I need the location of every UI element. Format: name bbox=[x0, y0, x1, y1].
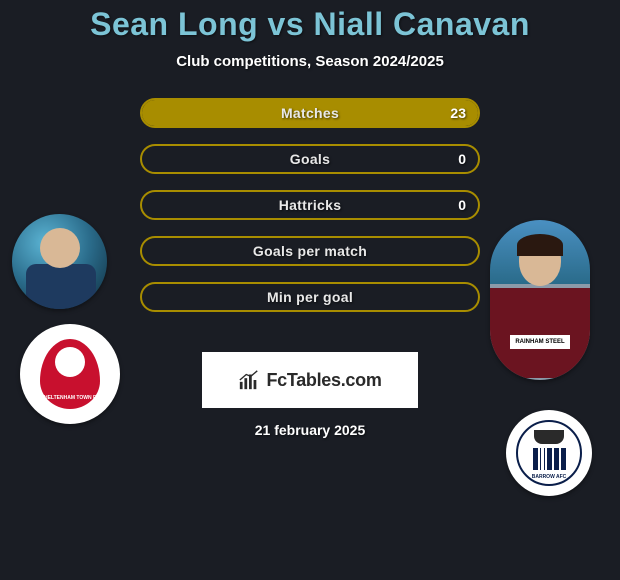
stat-bar: Matches23 bbox=[140, 98, 480, 128]
subtitle: Club competitions, Season 2024/2025 bbox=[0, 53, 620, 70]
player-right-avatar: RAINHAM STEEL bbox=[490, 220, 590, 380]
stat-bar: Goals per match bbox=[140, 236, 480, 266]
brand-text: FcTables.com bbox=[266, 370, 381, 391]
stat-bar-label: Goals per match bbox=[142, 243, 478, 259]
club-right-badge: BARROW AFC bbox=[506, 410, 592, 496]
stat-bar-label: Min per goal bbox=[142, 289, 478, 305]
stat-bar-value: 0 bbox=[458, 151, 466, 167]
stat-bars: Matches23Goals0Hattricks0Goals per match… bbox=[140, 98, 480, 312]
stat-bar-value: 0 bbox=[458, 197, 466, 213]
page-title: Sean Long vs Niall Canavan bbox=[0, 6, 620, 43]
player-left-avatar bbox=[12, 214, 107, 309]
player-right-shirt bbox=[490, 288, 590, 378]
club-left-label: CHELTENHAM TOWN FC bbox=[40, 395, 99, 401]
stat-bar-label: Goals bbox=[142, 151, 478, 167]
club-right-stripes bbox=[527, 448, 571, 470]
brand-chart-icon bbox=[238, 369, 260, 391]
content-area: CHELTENHAM TOWN FC RAINHAM STEEL BARROW … bbox=[0, 98, 620, 438]
comparison-card: Sean Long vs Niall Canavan Club competit… bbox=[0, 0, 620, 438]
stat-bar-value: 23 bbox=[450, 105, 466, 121]
stat-bar-label: Hattricks bbox=[142, 197, 478, 213]
stat-bar: Hattricks0 bbox=[140, 190, 480, 220]
player-right-sponsor: RAINHAM STEEL bbox=[510, 335, 570, 349]
brand-box: FcTables.com bbox=[202, 352, 418, 408]
club-right-label: BARROW AFC bbox=[532, 474, 567, 480]
ship-icon bbox=[534, 430, 564, 444]
club-right-crest: BARROW AFC bbox=[516, 420, 582, 486]
player-right-hair bbox=[517, 234, 563, 256]
club-left-badge: CHELTENHAM TOWN FC bbox=[20, 324, 120, 424]
stat-bar-label: Matches bbox=[142, 105, 478, 121]
stat-bar: Goals0 bbox=[140, 144, 480, 174]
club-left-crest: CHELTENHAM TOWN FC bbox=[40, 339, 100, 409]
stat-bar: Min per goal bbox=[140, 282, 480, 312]
